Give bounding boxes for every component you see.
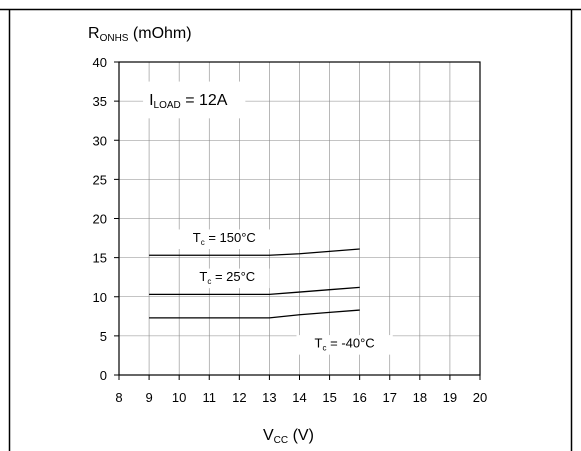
y-tick-label: 35: [93, 94, 107, 109]
y-tick-label: 10: [93, 290, 107, 305]
data-series: [149, 248, 360, 319]
x-axis-title-sub: CC: [274, 435, 288, 446]
condition-label-bg: [143, 81, 246, 119]
x-tick-label: 15: [322, 390, 336, 405]
y-axis-title-unit: (mOhm): [128, 25, 191, 42]
y-axis-title: RONHS (mOhm): [88, 25, 192, 44]
series-label-bg-0: [176, 229, 276, 250]
y-tick-label: 40: [93, 55, 107, 70]
x-tick-label: 14: [292, 390, 306, 405]
y-axis-title-main: R: [88, 25, 100, 42]
x-tick-label: 18: [413, 390, 427, 405]
x-axis-title-main: V: [263, 427, 274, 444]
y-tick-label: 20: [93, 212, 107, 227]
series-line-0: [149, 248, 360, 256]
series-label-0: Tc = 150°C: [193, 230, 256, 247]
series-label-bg-2: [296, 335, 393, 355]
y-tick-label: 25: [93, 172, 107, 187]
series-line-2: [149, 309, 360, 319]
y-tick-label: 0: [100, 368, 107, 383]
series-labels: ILOAD = 12A Tc = 150°C Tc = 25°C Tc = -40°C: [143, 81, 393, 355]
series-label-bg-1: [188, 268, 270, 289]
x-axis-title-unit: (V): [288, 427, 314, 444]
series-label-1: Tc = 25°C: [199, 269, 255, 286]
y-tick-label: 30: [93, 133, 107, 148]
x-tick-label: 17: [383, 390, 397, 405]
x-tick-label: 19: [443, 390, 457, 405]
series-line-1: [149, 286, 360, 296]
x-tick-label: 20: [473, 390, 487, 405]
condition-label: ILOAD = 12A: [149, 92, 228, 111]
y-tick-label: 5: [100, 329, 107, 344]
plot-area-border: [118, 61, 481, 376]
x-tick-label: 12: [232, 390, 246, 405]
x-tick-label: 13: [262, 390, 276, 405]
axis-ticks: 0 5 10 15 20 25 30 35 40 8 9 10 11 12 13 14 15 16 17 18 19 20: [93, 55, 488, 405]
x-tick-label: 10: [172, 390, 186, 405]
x-tick-label: 11: [203, 390, 217, 405]
x-tick-label: 9: [145, 390, 152, 405]
x-tick-label: 8: [115, 390, 122, 405]
y-axis-title-sub: ONHS: [100, 33, 129, 44]
x-tick-label: 16: [352, 390, 366, 405]
x-axis-title: VCC (V): [263, 427, 314, 446]
series-label-2: Tc = -40°C: [315, 336, 375, 353]
y-tick-label: 15: [93, 251, 107, 266]
